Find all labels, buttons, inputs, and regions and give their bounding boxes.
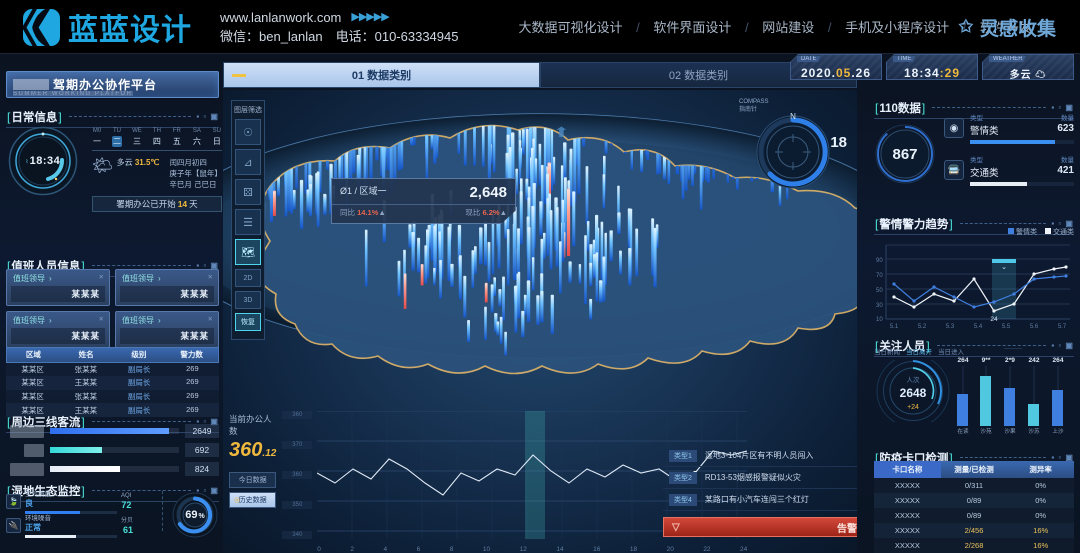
svg-text:沙苑: 沙苑 — [980, 427, 992, 434]
svg-text:90: 90 — [876, 258, 883, 264]
svg-text:264: 264 — [1052, 357, 1063, 364]
svg-text:5.2: 5.2 — [918, 324, 927, 329]
svg-text:50: 50 — [876, 288, 883, 294]
svg-text:上沙: 上沙 — [1052, 427, 1064, 434]
svg-text:5.5: 5.5 — [1002, 324, 1011, 329]
svg-text:10: 10 — [876, 317, 883, 323]
svg-text:5.7: 5.7 — [1058, 324, 1067, 329]
svg-text:264: 264 — [957, 357, 968, 364]
svg-text:2*9: 2*9 — [1005, 357, 1015, 364]
svg-text:⌄: ⌄ — [1001, 264, 1007, 271]
svg-text:沙苏: 沙苏 — [1028, 427, 1040, 434]
svg-text:5.3: 5.3 — [946, 324, 955, 329]
svg-text:70: 70 — [876, 273, 883, 279]
svg-text:5.6: 5.6 — [1030, 324, 1039, 329]
svg-text:沙果: 沙果 — [1004, 428, 1016, 434]
svg-text:5.4: 5.4 — [974, 324, 983, 329]
svg-text:30: 30 — [876, 303, 883, 309]
svg-text:5.1: 5.1 — [890, 324, 899, 329]
svg-text:24: 24 — [990, 316, 998, 323]
svg-text:9**: 9** — [982, 357, 991, 364]
svg-text:在读: 在读 — [957, 427, 969, 434]
svg-text:242: 242 — [1028, 357, 1039, 364]
